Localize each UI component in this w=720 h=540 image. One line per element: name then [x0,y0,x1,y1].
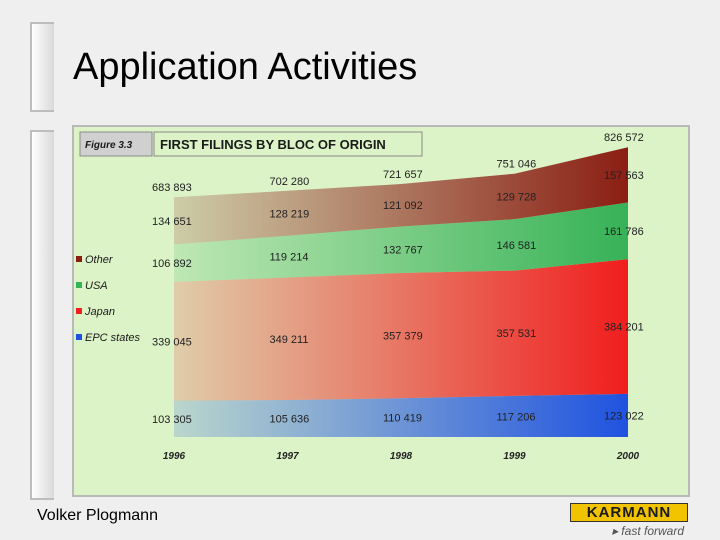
area-usa [174,202,628,282]
legend-swatch-other [76,256,82,262]
legend-label-japan: Japan [84,306,115,318]
area-other [174,147,628,245]
slide-title: Application Activities [73,46,418,88]
data-label-epc-states: 117 206 [497,411,536,423]
total-label: 751 046 [497,159,537,171]
decorative-frame-left [30,130,54,500]
author-name: Volker Plogmann [37,507,158,524]
x-tick-label: 2000 [616,451,640,462]
legend-label-other: Other [85,254,114,266]
legend-swatch-japan [76,308,82,314]
data-label-usa: 146 581 [497,240,537,252]
data-label-other: 134 651 [152,216,192,228]
x-tick-label: 1996 [163,451,186,462]
figure-label-box [79,131,153,157]
data-label-other: 128 219 [270,208,310,220]
decorative-frame-top [30,22,54,112]
data-label-other: 157 563 [604,170,644,182]
data-label-epc-states: 110 419 [383,413,422,425]
total-label: 702 280 [270,176,310,188]
data-label-usa: 106 892 [152,258,192,270]
data-label-japan: 339 045 [152,336,192,348]
data-label-epc-states: 123 022 [604,410,644,422]
chart-svg: Figure 3.3 FIRST FILINGS BY BLOC OF ORIGI… [76,131,644,462]
legend-swatch-usa [76,282,82,288]
legend-swatch-epc-states [76,334,82,340]
data-label-other: 121 092 [383,200,423,212]
area-japan [174,259,628,401]
area-epc-states [174,393,628,437]
x-tick-label: 1999 [503,451,526,462]
legend-label-usa: USA [85,280,108,292]
x-tick-label: 1998 [390,451,413,462]
figure-label: Figure 3.3 [85,140,133,151]
data-label-other: 129 728 [497,191,537,203]
karmann-logo: KARMANN ▸ fast forward [570,503,688,539]
chart-title: FIRST FILINGS BY BLOC OF ORIGIN [160,137,386,152]
data-label-usa: 119 214 [270,252,309,264]
data-label-japan: 349 211 [270,334,309,346]
data-label-japan: 357 379 [383,331,423,343]
total-label: 826 572 [604,132,644,144]
total-label: 721 657 [383,169,423,181]
data-label-epc-states: 105 636 [270,413,310,425]
logo-tagline: ▸ fast forward [611,524,684,538]
data-label-epc-states: 103 305 [152,414,192,426]
logo-wordmark: KARMANN [570,503,688,522]
total-label: 683 893 [152,182,192,194]
legend-label-epc-states: EPC states [85,332,141,344]
data-label-japan: 357 531 [497,328,537,340]
data-label-usa: 132 767 [383,245,423,257]
data-label-usa: 161 786 [604,226,644,238]
chart-title-box [153,131,423,157]
data-label-japan: 384 201 [604,322,644,334]
x-tick-label: 1997 [276,451,299,462]
chart-panel: Figure 3.3 FIRST FILINGS BY BLOC OF ORIGI… [72,125,690,497]
